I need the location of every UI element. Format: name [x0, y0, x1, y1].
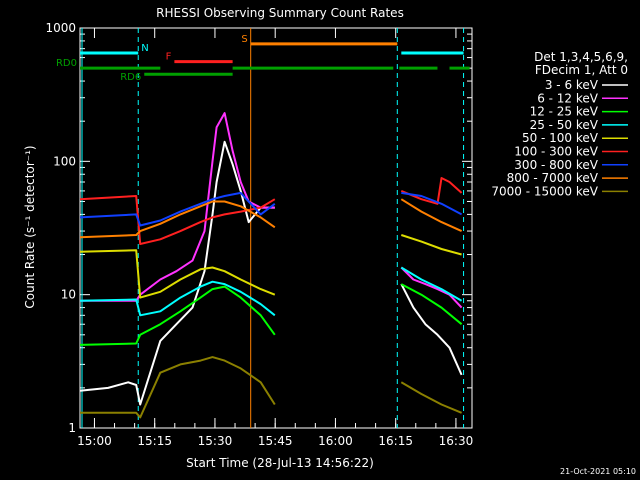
state-label: N [141, 43, 148, 54]
state-label: F [166, 52, 172, 63]
series-line [79, 140, 463, 406]
series-line [79, 266, 463, 317]
plot-frame [79, 27, 473, 429]
x-tick-label: 15:30 [198, 434, 233, 448]
legend-header: Det 1,3,4,5,6,9, [534, 50, 628, 64]
state-label: RD6 [120, 72, 141, 83]
legend-label: 3 - 6 keV [545, 78, 599, 92]
series-line [79, 234, 462, 299]
legend-label: 12 - 25 keV [530, 105, 599, 119]
footer-date: 21-Oct-2021 05:10 [560, 467, 636, 476]
x-tick-label: 16:00 [318, 434, 353, 448]
x-tick-label: 15:00 [77, 434, 112, 448]
plot-layer: 1 10 100 1000 15:00 15:15 15:30 15:45 16:00 16:15… [45, 21, 473, 448]
legend: Det 1,3,4,5,6,9,FDecim 1, Att 03 - 6 keV… [491, 50, 628, 198]
series-line [79, 191, 463, 227]
series-line [79, 198, 463, 239]
state-label: S [241, 34, 247, 45]
legend-label: 800 - 7000 keV [507, 171, 599, 185]
legend-label: 25 - 50 keV [530, 118, 599, 132]
legend-header: FDecim 1, Att 0 [535, 63, 628, 77]
y-tick-label: 1 [68, 421, 76, 435]
x-axis-label: Start Time (28-Jul-13 14:56:22) [186, 456, 374, 470]
legend-label: 100 - 300 keV [514, 145, 598, 159]
y-tick-label: 100 [53, 154, 76, 168]
y-axis-label: Count Rate (s⁻¹ detector⁻¹) [23, 145, 37, 308]
x-tick-label: 16:15 [378, 434, 413, 448]
legend-label: 50 - 100 keV [522, 131, 599, 145]
legend-label: 7000 - 15000 keV [491, 184, 598, 198]
series-line [79, 283, 463, 346]
state-label: RD0 [56, 58, 77, 69]
y-tick-label: 10 [61, 288, 76, 302]
series-line [80, 112, 463, 309]
y-tick-label: 1000 [45, 21, 76, 35]
series-line [80, 356, 462, 419]
chart-title: RHESSI Observing Summary Count Rates [156, 6, 404, 20]
x-tick-label: 15:15 [137, 434, 172, 448]
x-tick-label: 15:45 [258, 434, 293, 448]
legend-label: 6 - 12 keV [537, 91, 599, 105]
legend-label: 300 - 800 keV [514, 158, 598, 172]
x-tick-label: 16:30 [439, 434, 474, 448]
